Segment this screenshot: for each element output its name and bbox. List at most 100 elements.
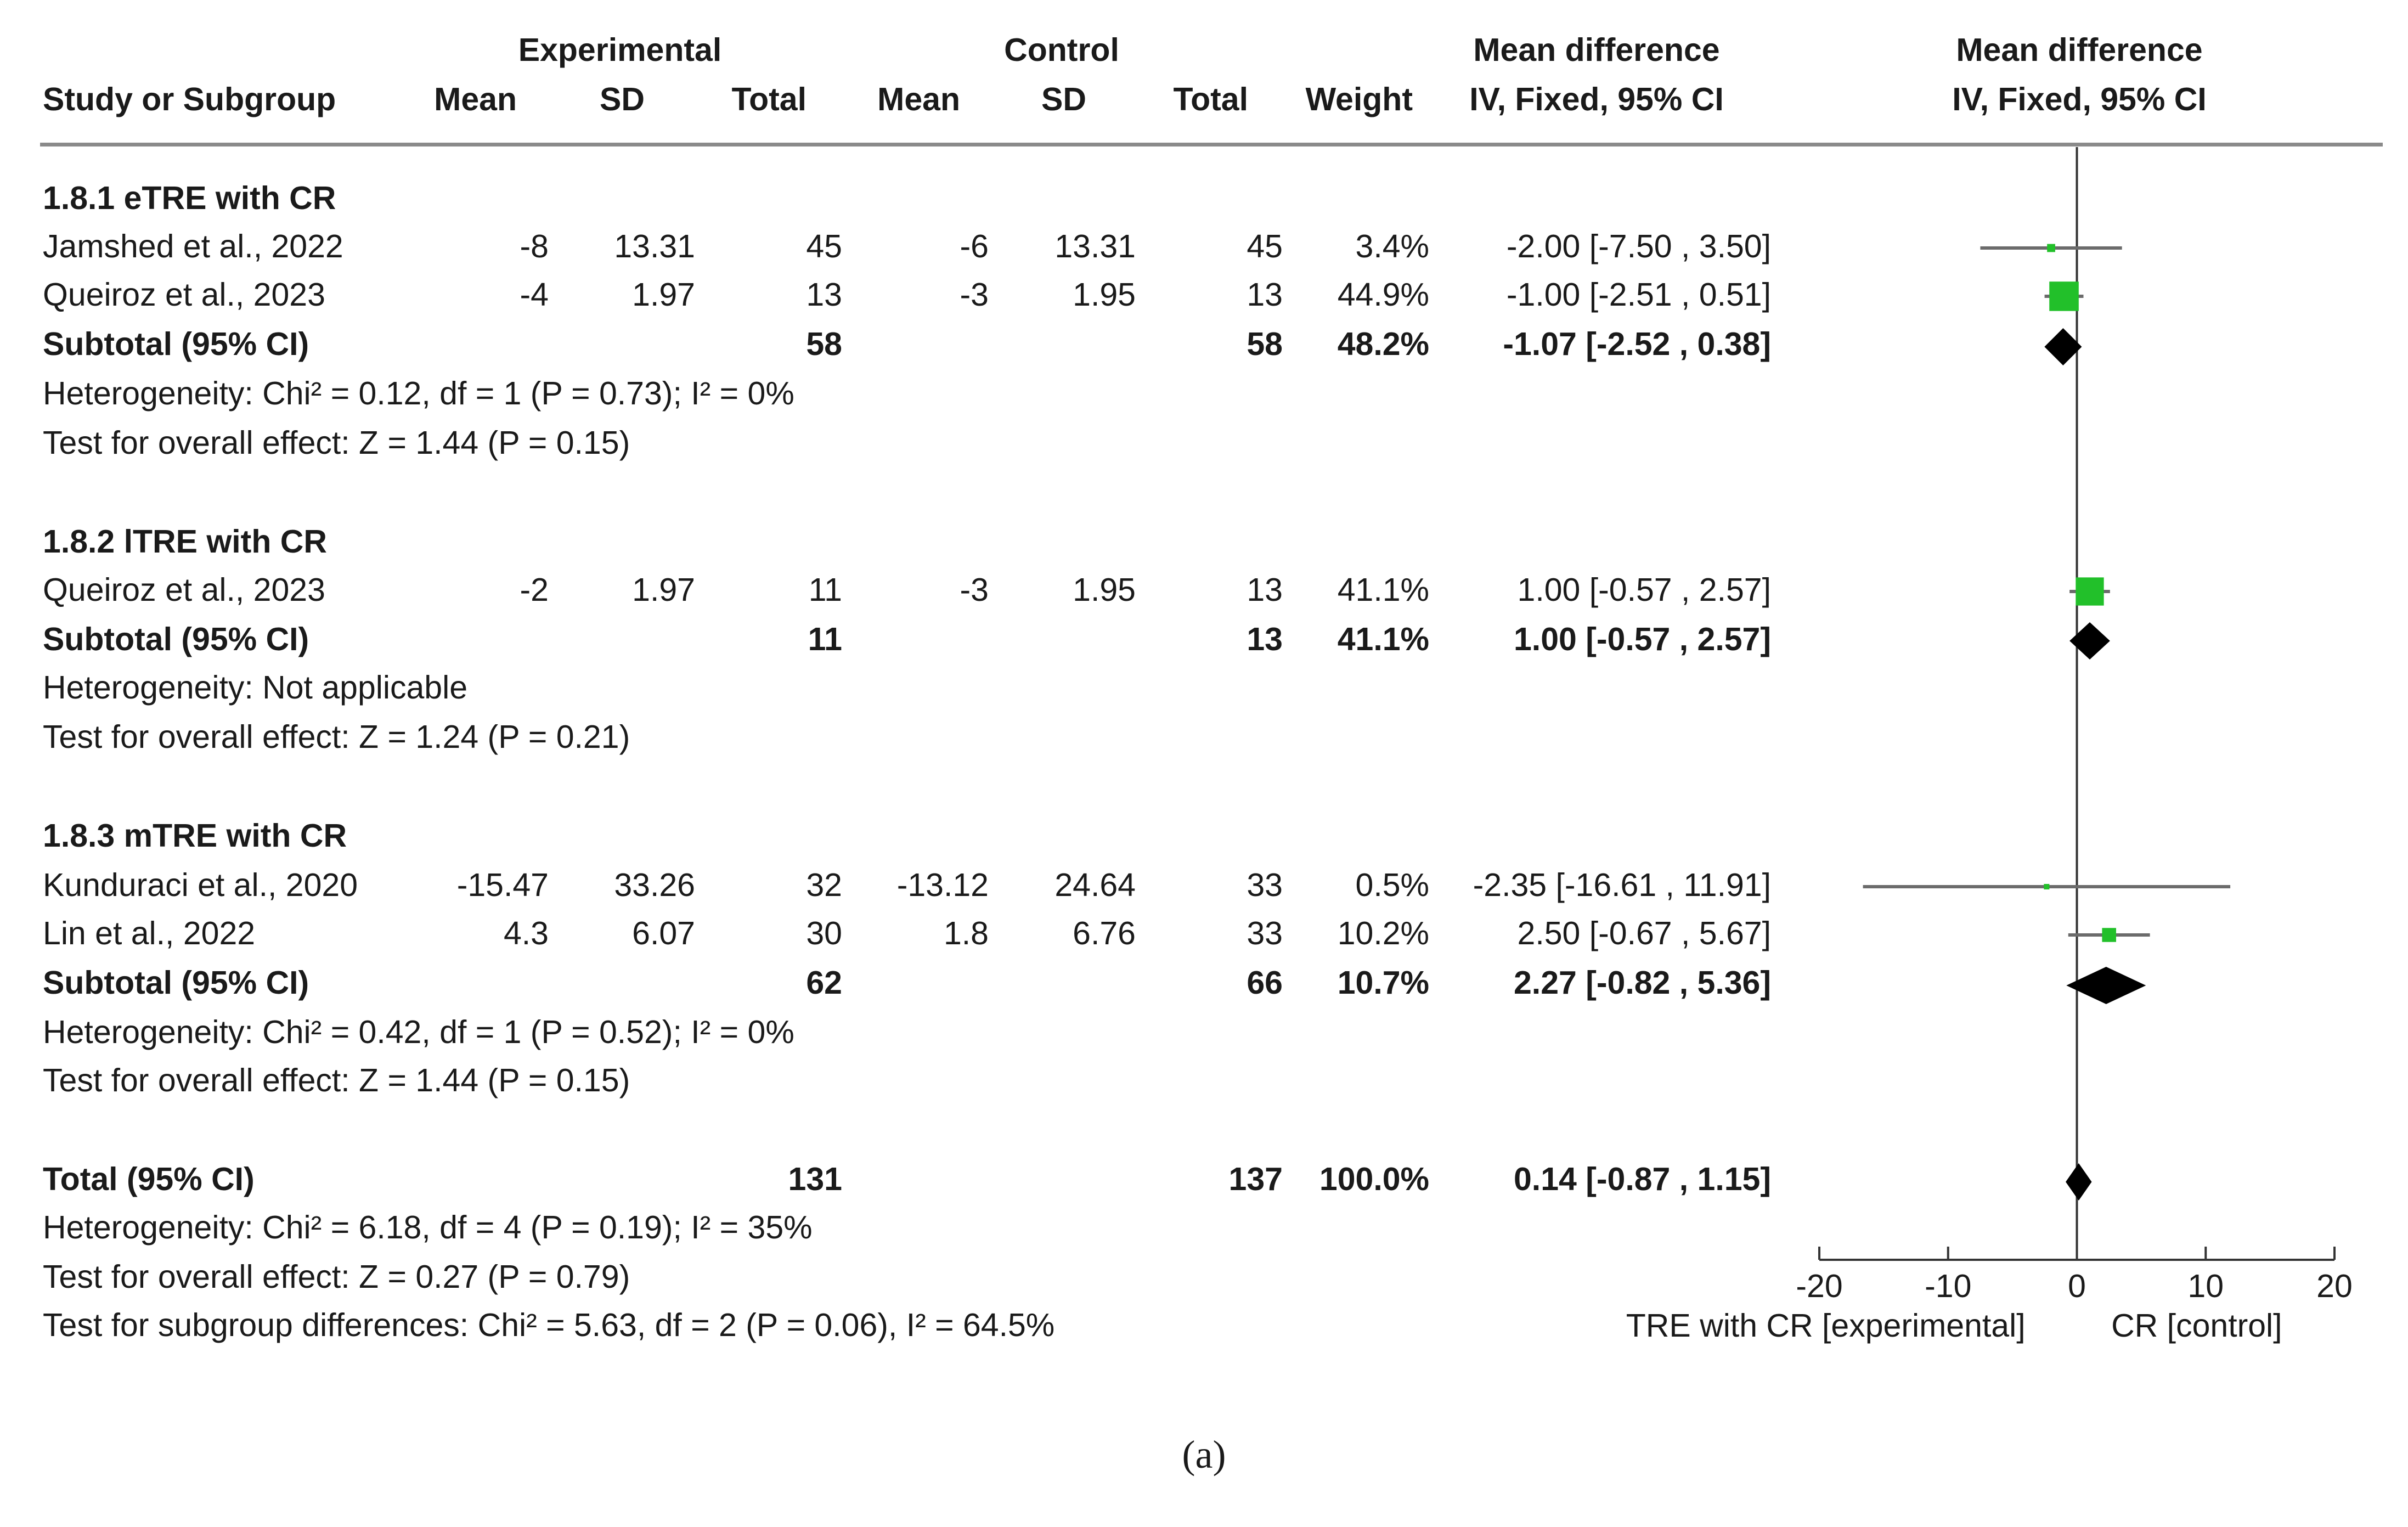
exp-sd: 1.97 bbox=[632, 277, 695, 313]
summary-diamond bbox=[2066, 1163, 2092, 1201]
weight: 10.2% bbox=[1337, 915, 1429, 951]
subtotal-label: Subtotal (95% CI) bbox=[43, 621, 309, 657]
total-ctl-total: 137 bbox=[1228, 1161, 1283, 1197]
exp-mean: -8 bbox=[520, 228, 549, 264]
total-exp-total: 131 bbox=[788, 1161, 842, 1197]
total-heterogeneity-text: Heterogeneity: Chi² = 6.18, df = 4 (P = … bbox=[43, 1209, 813, 1246]
study-name: Jamshed et al., 2022 bbox=[43, 228, 343, 264]
subtotal-weight: 10.7% bbox=[1337, 965, 1429, 1001]
heterogeneity-text: Heterogeneity: Not applicable bbox=[43, 669, 468, 706]
ctl-mean: -13.12 bbox=[896, 867, 989, 903]
exp-total: 32 bbox=[806, 867, 842, 903]
weight: 0.5% bbox=[1355, 867, 1429, 903]
group-title: 1.8.3 mTRE with CR bbox=[43, 818, 347, 854]
weight: 41.1% bbox=[1337, 572, 1429, 608]
ctl-mean-header: Mean bbox=[877, 81, 960, 117]
group-title: 1.8.1 eTRE with CR bbox=[43, 180, 336, 216]
control-header: Control bbox=[1004, 32, 1119, 68]
total-weight: 100.0% bbox=[1319, 1161, 1429, 1197]
total-ci: 0.14 [-0.87 , 1.15] bbox=[1513, 1161, 1771, 1197]
subtotal-weight: 41.1% bbox=[1337, 621, 1429, 657]
ctl-total-header: Total bbox=[1173, 81, 1248, 117]
x-tick-label: 10 bbox=[2187, 1268, 2224, 1304]
ctl-total: 13 bbox=[1247, 572, 1283, 608]
summary-diamond bbox=[2069, 622, 2110, 660]
heterogeneity-text: Heterogeneity: Chi² = 0.12, df = 1 (P = … bbox=[43, 375, 794, 412]
weight-header: Weight bbox=[1305, 81, 1413, 117]
subtotal-exp-total: 11 bbox=[808, 621, 842, 657]
subtotal-ctl-total: 13 bbox=[1247, 621, 1283, 657]
summary-diamond bbox=[2066, 967, 2146, 1004]
study-effect-square bbox=[2047, 244, 2055, 252]
exp-sd-header: SD bbox=[600, 81, 645, 117]
mean-difference-ci: 2.50 [-0.67 , 5.67] bbox=[1517, 915, 1772, 951]
mean-difference-ci: -2.35 [-16.61 , 11.91] bbox=[1473, 867, 1771, 903]
summary-diamond bbox=[2044, 328, 2082, 365]
mean-difference-ci: -2.00 [-7.50 , 3.50] bbox=[1506, 228, 1771, 264]
weight: 44.9% bbox=[1337, 277, 1429, 313]
x-tick-label: -20 bbox=[1796, 1268, 1842, 1304]
mean-difference-ci: -1.00 [-2.51 , 0.51] bbox=[1506, 277, 1771, 313]
method-table-header: IV, Fixed, 95% CI bbox=[1469, 81, 1724, 117]
subtotal-ctl-total: 58 bbox=[1247, 326, 1283, 362]
ctl-sd: 13.31 bbox=[1054, 228, 1136, 264]
exp-sd: 33.26 bbox=[614, 867, 695, 903]
subgroup-differences-text: Test for subgroup differences: Chi² = 5.… bbox=[43, 1307, 1055, 1343]
mean-difference-table-header: Mean difference bbox=[1473, 32, 1720, 68]
study-column-header: Study or Subgroup bbox=[43, 81, 336, 117]
subtotal-ctl-total: 66 bbox=[1247, 965, 1283, 1001]
favours-control-label: CR [control] bbox=[2111, 1308, 2282, 1344]
exp-sd: 13.31 bbox=[614, 228, 695, 264]
study-name: Lin et al., 2022 bbox=[43, 915, 256, 951]
header-divider bbox=[40, 143, 2383, 146]
subtotal-weight: 48.2% bbox=[1337, 326, 1429, 362]
study-effect-square bbox=[2044, 884, 2050, 889]
ctl-total: 13 bbox=[1247, 277, 1283, 313]
x-tick-label: 0 bbox=[2068, 1268, 2086, 1304]
method-plot-header: IV, Fixed, 95% CI bbox=[1952, 81, 2207, 117]
favours-experimental-label: TRE with CR [experimental] bbox=[1626, 1308, 2026, 1344]
subtotal-exp-total: 62 bbox=[806, 965, 842, 1001]
subtotal-exp-total: 58 bbox=[806, 326, 842, 362]
ctl-sd: 1.95 bbox=[1073, 572, 1136, 608]
study-name: Kunduraci et al., 2020 bbox=[43, 867, 358, 903]
group-title: 1.8.2 lTRE with CR bbox=[43, 523, 327, 560]
ctl-sd: 24.64 bbox=[1054, 867, 1136, 903]
ctl-sd: 1.95 bbox=[1073, 277, 1136, 313]
figure-caption: (a) bbox=[1182, 1433, 1226, 1477]
experimental-header: Experimental bbox=[518, 32, 722, 68]
exp-mean: -15.47 bbox=[456, 867, 549, 903]
overall-effect-text: Test for overall effect: Z = 1.44 (P = 0… bbox=[43, 1062, 630, 1098]
total-label: Total (95% CI) bbox=[43, 1161, 255, 1197]
exp-total-header: Total bbox=[731, 81, 807, 117]
study-effect-square bbox=[2076, 577, 2104, 606]
ctl-sd: 6.76 bbox=[1073, 915, 1136, 951]
ctl-mean: -3 bbox=[960, 572, 989, 608]
weight: 3.4% bbox=[1355, 228, 1429, 264]
exp-mean-header: Mean bbox=[434, 81, 517, 117]
exp-mean: -2 bbox=[520, 572, 549, 608]
heterogeneity-text: Heterogeneity: Chi² = 0.42, df = 1 (P = … bbox=[43, 1014, 794, 1050]
exp-total: 45 bbox=[806, 228, 842, 264]
ctl-mean: -6 bbox=[960, 228, 989, 264]
subtotal-label: Subtotal (95% CI) bbox=[43, 326, 309, 362]
exp-mean: -4 bbox=[520, 277, 549, 313]
ctl-total: 33 bbox=[1247, 867, 1283, 903]
overall-effect-text: Test for overall effect: Z = 1.24 (P = 0… bbox=[43, 719, 630, 755]
exp-total: 11 bbox=[808, 572, 842, 608]
overall-effect-text: Test for overall effect: Z = 1.44 (P = 0… bbox=[43, 425, 630, 461]
exp-total: 13 bbox=[806, 277, 842, 313]
ctl-mean: -3 bbox=[960, 277, 989, 313]
ctl-mean: 1.8 bbox=[943, 915, 989, 951]
subtotal-ci: 1.00 [-0.57 , 2.57] bbox=[1513, 621, 1771, 657]
exp-sd: 6.07 bbox=[632, 915, 695, 951]
study-name: Queiroz et al., 2023 bbox=[43, 572, 325, 608]
study-effect-square bbox=[2049, 281, 2079, 311]
mean-difference-plot-header: Mean difference bbox=[1956, 32, 2203, 68]
exp-total: 30 bbox=[806, 915, 842, 951]
x-tick-label: 20 bbox=[2316, 1268, 2353, 1304]
study-effect-square bbox=[2102, 928, 2116, 942]
ctl-total: 45 bbox=[1247, 228, 1283, 264]
